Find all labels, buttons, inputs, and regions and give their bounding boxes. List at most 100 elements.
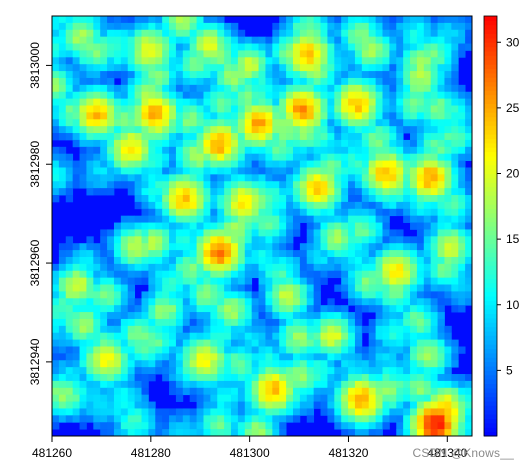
raster-cell [231, 36, 239, 44]
raster-cell [196, 105, 204, 113]
raster-cell [272, 394, 280, 402]
raster-cell [306, 305, 315, 313]
raster-cell [100, 256, 108, 265]
raster-cell [327, 208, 335, 217]
raster-cell [306, 160, 315, 168]
raster-cell [217, 422, 225, 430]
raster-cell [58, 57, 67, 65]
raster-cell [410, 394, 418, 402]
raster-cell [196, 394, 204, 402]
raster-cell [100, 408, 108, 416]
raster-cell [292, 277, 301, 285]
raster-cell [148, 146, 156, 155]
raster-cell [113, 380, 122, 389]
raster-cell [203, 50, 211, 58]
raster-cell [410, 139, 418, 148]
raster-cell [155, 305, 163, 313]
raster-cell [162, 422, 170, 430]
raster-cell [451, 119, 459, 127]
raster-cell [100, 318, 108, 327]
raster-cell [375, 332, 383, 341]
raster-cell [231, 174, 239, 182]
raster-cell [251, 98, 259, 106]
raster-cell [437, 360, 445, 368]
raster-cell [210, 284, 218, 292]
raster-cell [272, 71, 280, 79]
raster-cell [107, 112, 115, 120]
raster-cell [389, 263, 397, 272]
raster-cell [79, 77, 87, 86]
raster-cell [224, 339, 232, 347]
raster-cell [279, 353, 287, 361]
raster-cell [286, 167, 294, 175]
raster-cell [458, 256, 466, 265]
raster-cell [210, 16, 218, 24]
raster-cell [169, 64, 177, 72]
raster-cell [286, 105, 294, 113]
raster-cell [162, 50, 170, 58]
raster-cell [58, 188, 67, 196]
raster-cell [313, 236, 321, 244]
raster-cell [430, 98, 438, 106]
raster-cell [451, 126, 459, 134]
raster-cell [120, 270, 129, 279]
raster-cell [430, 71, 438, 79]
raster-cell [100, 243, 108, 251]
raster-cell [79, 353, 87, 361]
raster-cell [368, 91, 377, 100]
raster-cell [313, 325, 321, 334]
raster-cell [113, 305, 122, 313]
raster-cell [203, 215, 211, 223]
raster-cell [368, 408, 377, 416]
raster-cell [189, 215, 197, 223]
raster-cell [169, 16, 177, 24]
raster-cell [382, 422, 390, 430]
raster-cell [120, 312, 129, 320]
raster-cell [423, 353, 432, 361]
raster-cell [237, 57, 246, 65]
raster-cell [416, 201, 425, 210]
raster-cell [403, 126, 411, 134]
raster-cell [237, 367, 246, 375]
raster-cell [65, 236, 74, 244]
raster-cell [286, 408, 294, 416]
raster-cell [120, 374, 129, 382]
raster-cell [416, 263, 425, 272]
raster-cell [113, 291, 122, 299]
colorbar-segment [484, 199, 497, 205]
raster-cell [389, 153, 397, 161]
raster-cell [437, 84, 445, 93]
raster-cell [237, 222, 246, 230]
raster-cell [210, 36, 218, 44]
raster-cell [423, 263, 432, 272]
colorbar-segment [484, 68, 497, 74]
raster-cell [368, 84, 377, 93]
raster-cell [65, 263, 74, 272]
raster-cell [403, 112, 411, 120]
colorbar-segment [484, 33, 497, 39]
raster-cell [120, 50, 129, 58]
raster-cell [58, 174, 67, 182]
raster-cell [348, 387, 356, 396]
raster-cell [410, 167, 418, 175]
raster-cell [334, 50, 342, 58]
raster-cell [175, 50, 184, 58]
raster-cell [375, 16, 383, 24]
raster-cell [368, 305, 377, 313]
colorbar-segment [484, 361, 497, 367]
raster-cell [327, 50, 335, 58]
colorbar-segment [484, 90, 497, 96]
raster-cell [389, 188, 397, 196]
raster-cell [292, 16, 301, 24]
raster-cell [100, 298, 108, 306]
raster-cell [189, 312, 197, 320]
raster-cell [437, 339, 445, 347]
raster-cell [375, 243, 383, 251]
raster-cell [361, 160, 370, 168]
raster-cell [162, 181, 170, 189]
raster-cell [334, 181, 342, 189]
raster-cell [416, 353, 425, 361]
raster-cell [341, 201, 349, 210]
raster-cell [210, 222, 218, 230]
raster-cell [354, 305, 363, 313]
